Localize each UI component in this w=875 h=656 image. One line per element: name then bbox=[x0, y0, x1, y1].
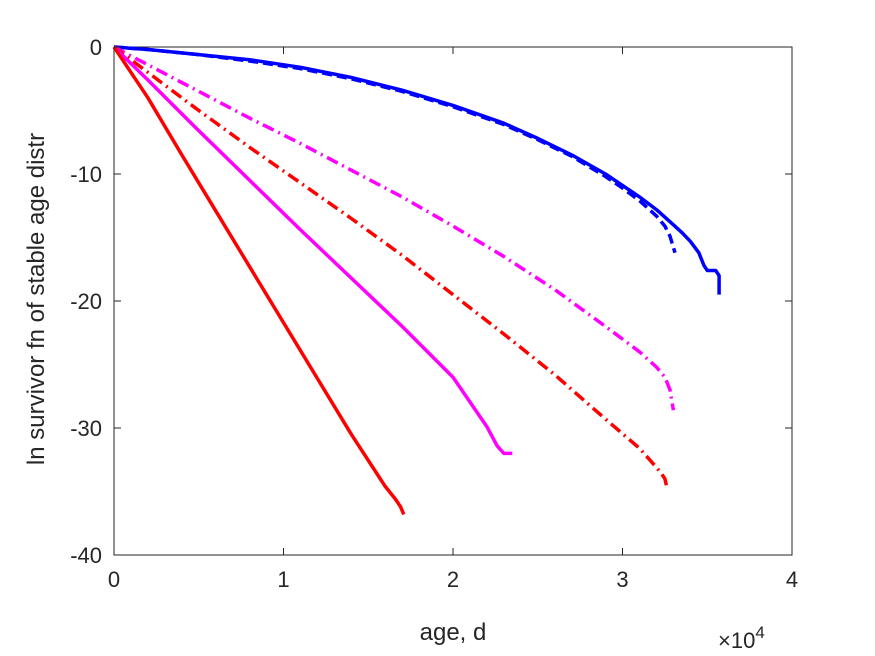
y-tick-label: -40 bbox=[70, 543, 102, 568]
y-tick-label: -20 bbox=[70, 289, 102, 314]
series-line-3 bbox=[113, 45, 676, 411]
x-exponent-power: 4 bbox=[755, 623, 764, 642]
series-line-6 bbox=[112, 46, 406, 516]
x-exponent-label: ×104 bbox=[718, 623, 765, 653]
series-line-5 bbox=[112, 45, 513, 456]
x-tick-label: 1 bbox=[277, 567, 289, 592]
x-tick-label: 2 bbox=[447, 567, 459, 592]
x-tick-label: 0 bbox=[108, 567, 120, 592]
x-exponent-base: ×10 bbox=[718, 628, 755, 653]
ticks-layer: 0 1 2 3 4 0 -10 -20 -30 -40 bbox=[70, 35, 798, 592]
x-axis-title: age, d bbox=[420, 619, 487, 646]
x-tick-label: 4 bbox=[786, 567, 798, 592]
series-line-2 bbox=[113, 45, 677, 254]
y-tick-label: 0 bbox=[90, 35, 102, 60]
y-tick-label: -10 bbox=[70, 162, 102, 187]
series-line-4 bbox=[112, 45, 669, 487]
y-tick-label: -30 bbox=[70, 416, 102, 441]
series-layer bbox=[112, 45, 721, 516]
y-axis-title: ln survivor fn of stable age distr bbox=[23, 133, 50, 465]
plot-area bbox=[113, 46, 793, 556]
x-tick-label: 3 bbox=[616, 567, 628, 592]
